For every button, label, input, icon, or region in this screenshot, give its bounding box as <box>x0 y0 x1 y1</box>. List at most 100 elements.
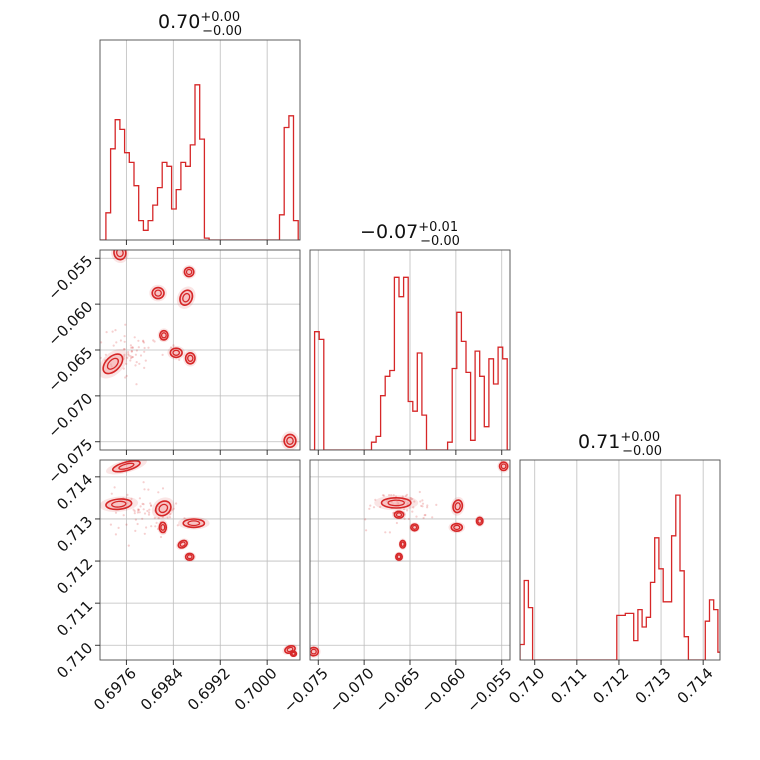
scatter-point <box>424 513 427 517</box>
scatter-point <box>126 356 129 359</box>
scatter-point <box>114 533 117 536</box>
x-tick-label-3: 0.713 <box>632 664 675 707</box>
contour-4 <box>394 551 404 562</box>
x-tick-label-0: −0.075 <box>280 664 332 716</box>
scatter-point <box>412 506 415 509</box>
scatter-point <box>159 535 163 539</box>
scatter-point <box>104 353 107 356</box>
scatter-point <box>125 362 128 365</box>
scatter-point <box>105 331 108 334</box>
scatter-point <box>365 529 368 532</box>
x-tick-label-2: 0.6992 <box>184 664 234 714</box>
scatter-point <box>142 339 145 342</box>
contour-8 <box>497 460 510 473</box>
scatter-point <box>123 340 126 343</box>
contour-3 <box>398 538 407 550</box>
scatter-point <box>136 511 139 514</box>
scatter-point <box>419 500 422 503</box>
contour-9 <box>310 645 321 658</box>
y-tick-label-0: 0.710 <box>53 639 96 682</box>
contour-outer <box>182 518 206 529</box>
scatter-point <box>119 339 122 342</box>
scatter-point <box>143 350 146 353</box>
scatter-point <box>136 522 139 526</box>
y-tick-label-2: 0.712 <box>53 555 96 598</box>
panel-0-0: 0.70+0.00 −0.00 <box>99 10 301 245</box>
scatter-point <box>161 487 165 490</box>
scatter-point <box>142 503 145 506</box>
scatter-point <box>403 508 406 511</box>
scatter-point <box>137 339 140 342</box>
scatter-point <box>149 502 152 505</box>
y-tick-label-3: −0.060 <box>44 298 96 350</box>
scatter-point <box>131 346 134 349</box>
scatter-point <box>382 494 386 497</box>
grid-lines <box>100 460 300 660</box>
scatter-point <box>175 502 178 505</box>
scatter-point <box>110 492 113 495</box>
contour-2 <box>409 522 421 533</box>
scatter-point <box>109 523 112 526</box>
panel-2-2: 0.71+0.00 −0.00 0.710 0.711 0.712 0.713 0.714 <box>505 430 721 707</box>
contour-inner <box>187 520 201 527</box>
scatter-point <box>131 356 134 359</box>
scatter-point <box>139 505 142 508</box>
scatter-point <box>411 510 414 513</box>
contour-2 <box>176 286 196 309</box>
panel-content <box>100 460 298 658</box>
contour-outer <box>113 250 127 261</box>
scatter-point <box>147 513 151 516</box>
contour-inner <box>500 463 507 470</box>
scatter-point <box>129 355 132 358</box>
scatter-point <box>114 511 118 514</box>
scatter-point <box>153 340 156 343</box>
x-tick-label-4: −0.055 <box>463 664 515 716</box>
scatter-point <box>142 481 145 484</box>
scatter-point <box>426 506 429 509</box>
contour-outer <box>169 347 183 359</box>
scatter-point <box>388 531 391 534</box>
scatter-point <box>154 525 157 528</box>
scatter-point <box>142 341 146 344</box>
scatter-point <box>422 516 425 520</box>
x-tick-label-2: −0.065 <box>372 664 424 716</box>
scatter-point <box>100 341 103 344</box>
y-tick-label-3: 0.713 <box>53 513 96 556</box>
scatter-point <box>421 502 425 505</box>
scatter-point <box>413 500 416 503</box>
scatter-point <box>129 344 132 347</box>
scatter-point <box>411 497 414 501</box>
panel-2-1: −0.075−0.070−0.065−0.060−0.055 <box>280 459 515 716</box>
scatter-point <box>403 517 406 521</box>
scatter-point <box>423 514 426 517</box>
scatter-point <box>168 516 172 519</box>
x-tick-label-1: −0.070 <box>326 664 378 716</box>
contour-inner <box>186 554 193 560</box>
scatter-point <box>145 526 148 529</box>
scatter-point <box>388 494 391 497</box>
scatter-point <box>143 512 147 515</box>
panel-1-0: −0.075−0.070−0.065−0.060−0.055 <box>44 249 301 487</box>
title-value: 0.71 <box>578 431 620 453</box>
contour-1 <box>100 496 139 512</box>
contour-inner <box>291 651 296 656</box>
panel-frame <box>519 459 721 661</box>
scatter-point <box>144 359 147 362</box>
title-plus: +0.00 <box>200 10 240 25</box>
grid-lines <box>534 460 704 660</box>
scatter-point <box>135 349 138 352</box>
scatter-point <box>183 517 186 520</box>
contour-5 <box>450 496 465 516</box>
scatter-point <box>135 361 138 364</box>
contour-6 <box>448 521 466 534</box>
scatter-point <box>369 504 372 507</box>
contour-inner <box>182 292 191 303</box>
scatter-point <box>123 348 126 351</box>
contour-inner <box>154 289 162 297</box>
scatter-point <box>135 383 138 386</box>
contour-6 <box>183 350 198 367</box>
scatter-point <box>372 506 376 509</box>
scatter-point <box>157 517 160 520</box>
contour-outer <box>179 289 194 306</box>
panel-title-1: −0.07+0.01 −0.00 <box>360 220 460 249</box>
